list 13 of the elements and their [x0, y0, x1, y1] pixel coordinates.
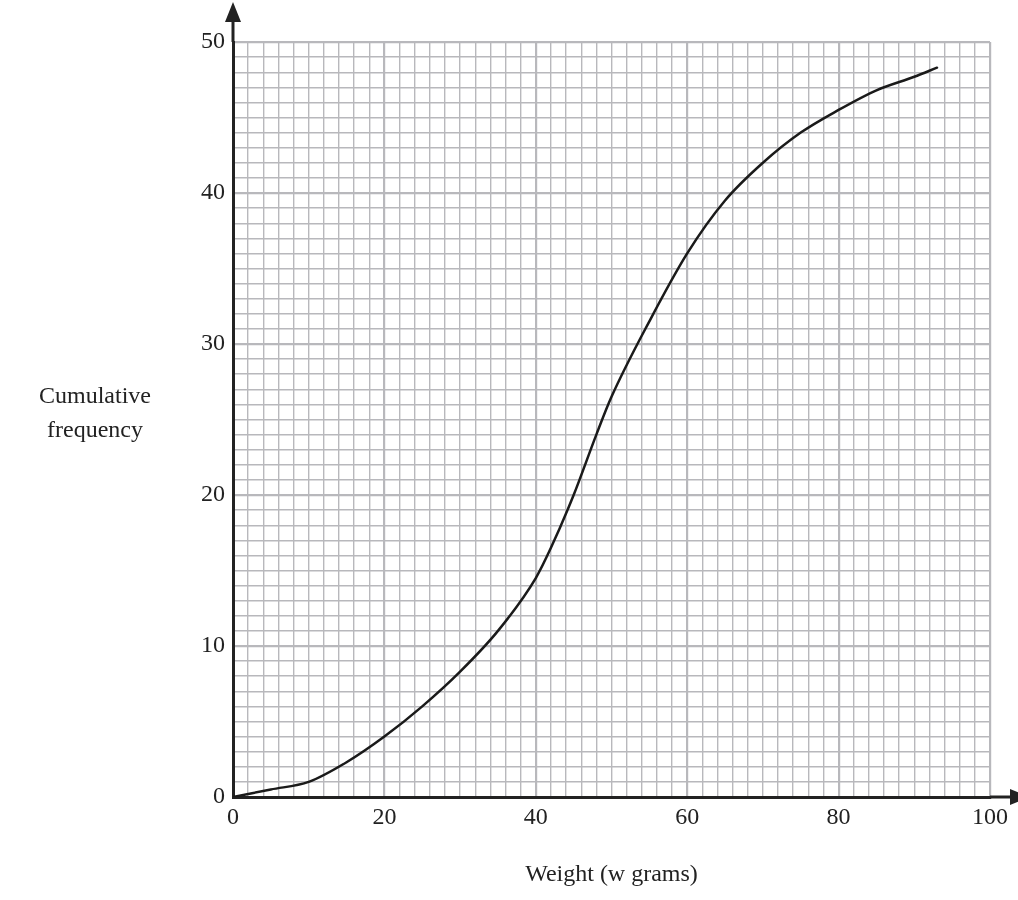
- y-axis-title: Cumulative frequency: [39, 381, 151, 442]
- y-tick-label: 40: [201, 178, 225, 205]
- y-tick-label: 50: [201, 27, 225, 54]
- y-tick-label: 10: [201, 631, 225, 658]
- y-tick-label: 30: [201, 329, 225, 356]
- x-tick-label: 40: [523, 802, 548, 829]
- x-tick-label: 100: [972, 802, 1008, 829]
- x-tick-label: 60: [675, 802, 700, 829]
- x-tick-label: 80: [826, 802, 851, 829]
- y-tick-label: 20: [201, 480, 225, 507]
- x-axis-title: Weight (w grams): [525, 860, 698, 887]
- y-tick-label: 0: [213, 782, 225, 809]
- x-tick-label: 20: [372, 802, 397, 829]
